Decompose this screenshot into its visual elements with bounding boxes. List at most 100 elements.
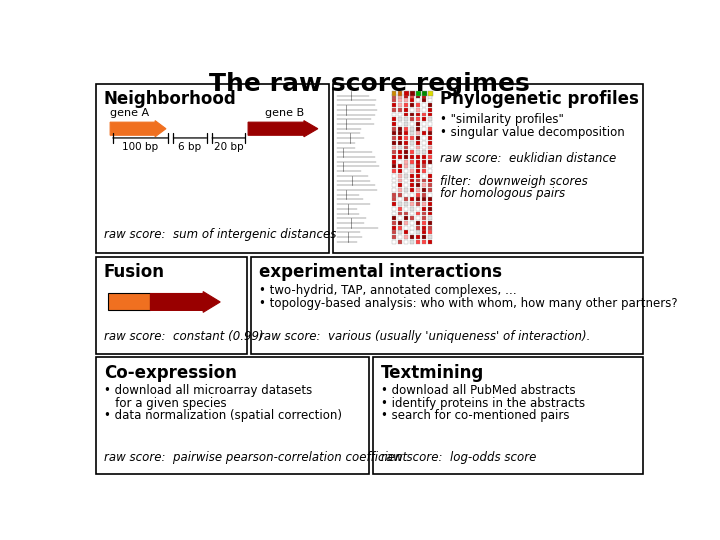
- Bar: [404, 240, 408, 244]
- Bar: [404, 136, 408, 140]
- Text: raw score:  log-odds score: raw score: log-odds score: [381, 451, 536, 464]
- Bar: [416, 235, 420, 239]
- Bar: [398, 235, 402, 239]
- Text: raw score:  constant (0.99): raw score: constant (0.99): [104, 330, 264, 343]
- Bar: [392, 112, 396, 117]
- Text: Fusion: Fusion: [104, 264, 165, 281]
- Bar: [416, 198, 420, 201]
- FancyArrow shape: [248, 120, 318, 137]
- Bar: [416, 240, 420, 244]
- Bar: [416, 91, 420, 96]
- Text: • download all PubMed abstracts: • download all PubMed abstracts: [381, 384, 575, 397]
- Bar: [423, 155, 426, 159]
- Bar: [336, 90, 436, 247]
- Text: gene B: gene B: [265, 108, 305, 118]
- Bar: [423, 103, 426, 107]
- Bar: [423, 131, 426, 136]
- Bar: [410, 174, 414, 178]
- Text: 100 bp: 100 bp: [122, 142, 158, 152]
- Bar: [410, 217, 414, 220]
- Bar: [398, 221, 402, 225]
- Bar: [423, 150, 426, 154]
- Bar: [392, 235, 396, 239]
- Bar: [398, 240, 402, 244]
- Bar: [392, 207, 396, 211]
- Bar: [428, 231, 432, 234]
- Bar: [404, 235, 408, 239]
- Bar: [416, 217, 420, 220]
- Bar: [423, 108, 426, 112]
- FancyArrow shape: [110, 120, 166, 137]
- Bar: [392, 226, 396, 230]
- FancyArrow shape: [150, 292, 220, 312]
- Bar: [410, 103, 414, 107]
- Bar: [423, 231, 426, 234]
- Bar: [416, 117, 420, 121]
- Bar: [416, 141, 420, 145]
- Bar: [392, 217, 396, 220]
- Text: Co-expression: Co-expression: [104, 363, 237, 382]
- Text: raw score:  sum of intergenic distances: raw score: sum of intergenic distances: [104, 228, 336, 241]
- Bar: [423, 94, 426, 98]
- Bar: [404, 226, 408, 230]
- Text: • singular value decomposition: • singular value decomposition: [439, 126, 624, 139]
- Bar: [423, 202, 426, 206]
- Bar: [404, 184, 408, 187]
- Bar: [398, 207, 402, 211]
- Bar: [416, 165, 420, 168]
- Bar: [410, 122, 414, 126]
- Bar: [398, 179, 402, 183]
- Bar: [410, 146, 414, 150]
- Bar: [404, 207, 408, 211]
- Bar: [416, 155, 420, 159]
- Bar: [392, 221, 396, 225]
- Bar: [423, 221, 426, 225]
- Bar: [416, 221, 420, 225]
- Bar: [392, 212, 396, 215]
- Bar: [398, 174, 402, 178]
- Bar: [404, 155, 408, 159]
- Bar: [410, 184, 414, 187]
- Text: filter:  downweigh scores: filter: downweigh scores: [439, 175, 588, 188]
- Bar: [404, 103, 408, 107]
- FancyArrow shape: [171, 120, 204, 137]
- Bar: [404, 122, 408, 126]
- Bar: [96, 357, 369, 475]
- Bar: [428, 160, 432, 164]
- Bar: [392, 165, 396, 168]
- Bar: [398, 103, 402, 107]
- Bar: [398, 98, 402, 102]
- Bar: [428, 212, 432, 215]
- Bar: [416, 169, 420, 173]
- Bar: [392, 98, 396, 102]
- Bar: [404, 108, 408, 112]
- Bar: [398, 94, 402, 98]
- Bar: [410, 235, 414, 239]
- Bar: [423, 184, 426, 187]
- Bar: [398, 188, 402, 192]
- Bar: [410, 212, 414, 215]
- Bar: [428, 103, 432, 107]
- Bar: [428, 221, 432, 225]
- Bar: [428, 150, 432, 154]
- Bar: [404, 174, 408, 178]
- Bar: [423, 165, 426, 168]
- Bar: [398, 231, 402, 234]
- Bar: [410, 131, 414, 136]
- Bar: [410, 240, 414, 244]
- Bar: [416, 226, 420, 230]
- Bar: [398, 202, 402, 206]
- Bar: [423, 193, 426, 197]
- Bar: [428, 112, 432, 117]
- Bar: [398, 217, 402, 220]
- Bar: [373, 357, 642, 475]
- Text: • data normalization (spatial correction): • data normalization (spatial correction…: [104, 409, 342, 422]
- Bar: [416, 108, 420, 112]
- Bar: [392, 179, 396, 183]
- Bar: [392, 103, 396, 107]
- Bar: [392, 160, 396, 164]
- Bar: [422, 91, 427, 96]
- Bar: [398, 108, 402, 112]
- Bar: [428, 240, 432, 244]
- Bar: [398, 198, 402, 201]
